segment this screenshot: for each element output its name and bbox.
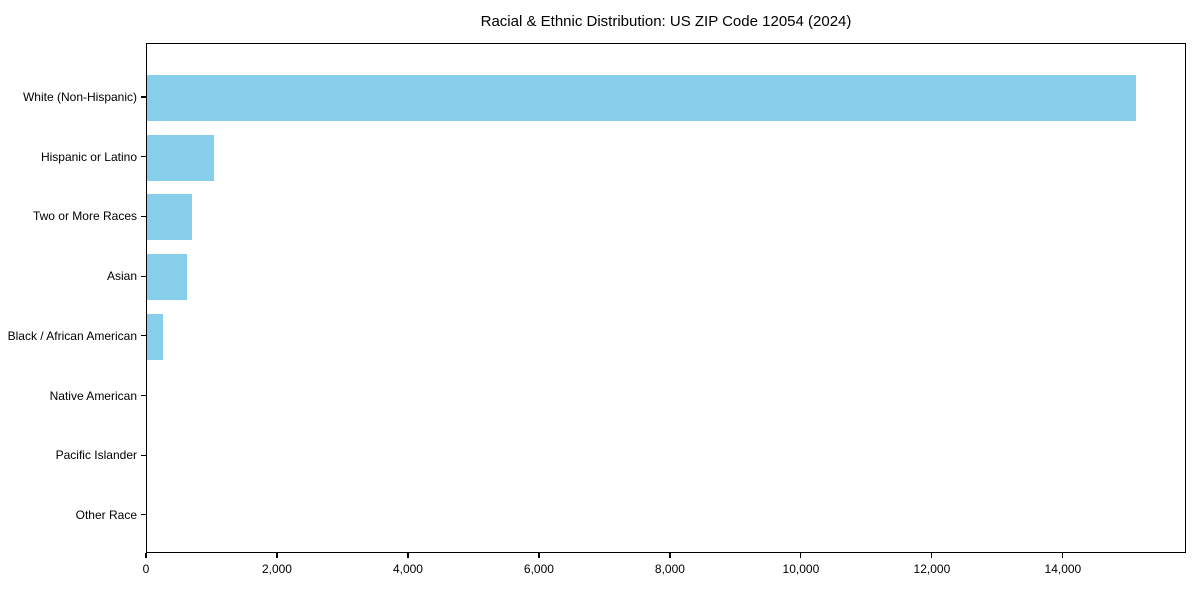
- y-tick-mark: [141, 394, 146, 397]
- x-tick-label: 10,000: [782, 562, 820, 576]
- y-tick-mark: [141, 514, 146, 516]
- plot-area: [146, 43, 1186, 553]
- y-tick-mark: [141, 156, 146, 158]
- y-tick-label: Other Race: [75, 507, 137, 522]
- x-tick-mark: [145, 553, 147, 558]
- y-tick-mark: [141, 215, 146, 217]
- bar: [147, 254, 188, 301]
- chart-title: Racial & Ethnic Distribution: US ZIP Cod…: [480, 13, 852, 30]
- x-tick-label: 8,000: [654, 562, 685, 576]
- x-tick-mark: [1062, 553, 1064, 558]
- y-tick-mark: [141, 454, 146, 456]
- y-tick-mark: [141, 335, 146, 337]
- bar: [147, 75, 1136, 121]
- y-tick-mark: [141, 275, 146, 277]
- y-tick-label: White (Non-Hispanic): [22, 90, 137, 104]
- x-tick-label: 2,000: [261, 562, 292, 576]
- x-tick-mark: [931, 553, 933, 558]
- y-tick-label: Two or More Races: [32, 209, 137, 224]
- y-tick-label: Asian: [106, 269, 137, 284]
- y-tick-label: Black / African American: [7, 328, 137, 343]
- y-tick-label: Hispanic or Latino: [40, 149, 137, 164]
- bar: [147, 134, 214, 181]
- bar: [147, 313, 163, 360]
- x-tick-label: 12,000: [913, 562, 951, 576]
- x-tick-mark: [276, 553, 278, 558]
- x-tick-label: 0: [142, 562, 150, 576]
- x-tick-mark: [407, 553, 409, 558]
- y-tick-label: Pacific Islander: [55, 448, 137, 463]
- x-tick-label: 14,000: [1044, 562, 1082, 576]
- x-tick-label: 6,000: [523, 562, 554, 576]
- y-tick-label: Native American: [49, 388, 137, 403]
- y-tick-mark: [141, 96, 146, 98]
- x-tick-mark: [669, 553, 671, 558]
- x-tick-mark: [538, 553, 540, 558]
- x-tick-mark: [800, 553, 802, 558]
- x-tick-label: 4,000: [392, 562, 423, 576]
- bar: [147, 194, 193, 241]
